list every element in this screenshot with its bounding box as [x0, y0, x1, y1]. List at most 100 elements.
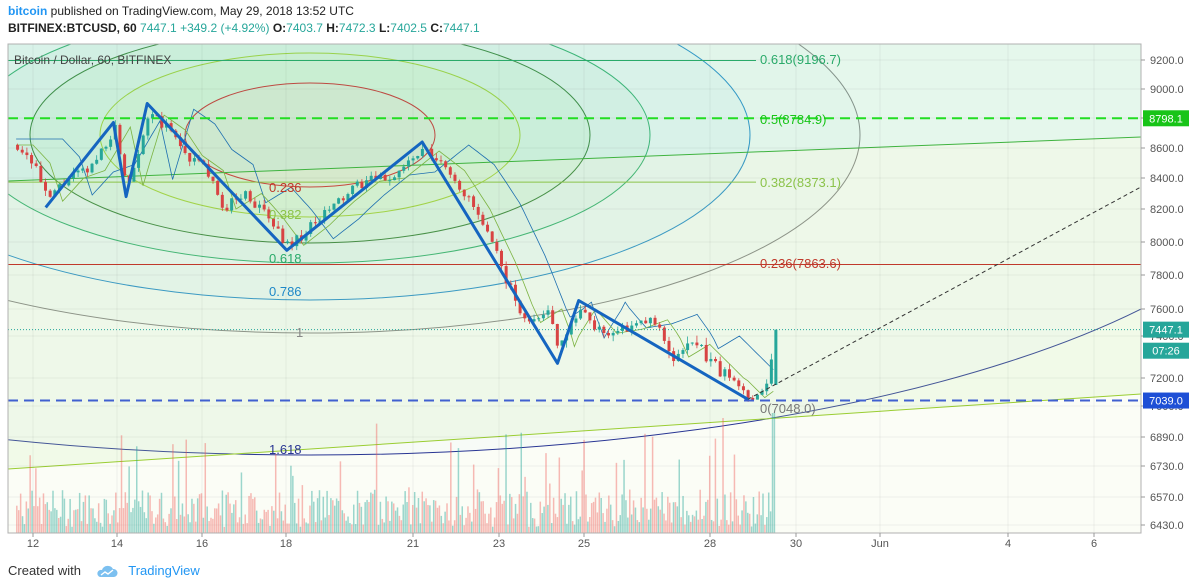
volume-bar	[297, 498, 300, 533]
volume-bar	[642, 507, 644, 533]
volume-bar	[343, 513, 345, 533]
volume-bar	[646, 508, 648, 533]
volume-bar	[389, 520, 391, 533]
volume-bar	[644, 433, 646, 533]
volume-bar	[412, 504, 414, 533]
volume-bar	[566, 523, 568, 533]
volume-bar	[493, 517, 496, 533]
candle	[462, 189, 466, 197]
volume-bar	[727, 524, 730, 533]
volume-bar	[745, 501, 747, 533]
volume-bar	[80, 521, 83, 533]
volume-bar	[476, 489, 479, 533]
candle	[434, 158, 438, 161]
candle	[681, 350, 685, 354]
fib-level-label: 0.618(9196.7)	[760, 52, 841, 67]
volume-bar	[151, 511, 153, 533]
price-tag-label: 7039.0	[1149, 396, 1183, 408]
volume-bar	[282, 520, 285, 533]
volume-bar	[539, 501, 542, 533]
candle	[178, 137, 182, 147]
volume-bar	[425, 498, 427, 533]
volume-bar	[573, 524, 576, 533]
volume-bar	[712, 521, 715, 533]
y-tick-label: 7800.0	[1150, 270, 1184, 282]
volume-bar	[640, 497, 642, 533]
volume-bar	[606, 508, 608, 533]
candle	[99, 148, 103, 160]
tradingview-cloud-icon	[96, 565, 118, 577]
candle	[244, 191, 248, 199]
author-link[interactable]: bitcoin	[8, 4, 48, 18]
volume-bar	[587, 521, 589, 533]
volume-bar	[552, 497, 555, 533]
candle	[327, 209, 331, 211]
volume-bar	[385, 496, 387, 533]
candle	[95, 159, 99, 164]
volume-bar	[288, 523, 290, 533]
candle	[760, 391, 764, 395]
volume-bar	[364, 502, 366, 533]
volume-bar	[132, 507, 134, 533]
candle	[732, 377, 736, 381]
candle	[132, 167, 136, 182]
candle	[420, 149, 424, 156]
volume-bar	[16, 505, 18, 533]
candle	[727, 369, 731, 378]
tradingview-link[interactable]: TradingView	[128, 563, 200, 578]
price-tag	[1143, 110, 1189, 127]
created-with-text: Created with	[8, 563, 81, 578]
candle	[430, 148, 434, 159]
candle	[737, 380, 741, 387]
fib-fan-band	[8, 44, 1141, 181]
volume-bar	[313, 501, 315, 533]
candle	[67, 178, 71, 186]
volume-bar	[550, 523, 553, 533]
volume-bar	[174, 496, 176, 533]
candle	[644, 320, 648, 324]
candle	[220, 194, 224, 208]
volume-bar	[682, 495, 684, 533]
candle	[90, 163, 94, 173]
volume-bar	[469, 512, 471, 533]
volume-bar	[421, 491, 424, 533]
volume-bar	[495, 502, 498, 533]
candle	[39, 165, 43, 182]
volume-bar	[396, 507, 399, 533]
y-tick-label: 8400.0	[1150, 173, 1184, 185]
candle	[476, 206, 480, 215]
volume-bar	[590, 503, 593, 533]
volume-bar	[535, 526, 538, 533]
fib-circle	[29, 44, 591, 244]
fib-level-label: 0(7048.0)	[760, 401, 816, 416]
volume-bar	[71, 526, 73, 533]
volume-bar	[764, 524, 766, 533]
candle	[546, 310, 550, 315]
volume-bar	[223, 526, 226, 533]
footer: Created with TradingView	[8, 563, 200, 579]
fib-circle-label: 0.618	[269, 251, 302, 266]
volume-bar	[503, 500, 505, 533]
candle	[718, 361, 722, 377]
volume-bar	[558, 457, 561, 533]
volume-bar	[617, 520, 620, 533]
volume-bar	[219, 515, 222, 533]
volume-bar	[545, 453, 547, 533]
candle	[57, 184, 61, 191]
volume-bar	[316, 498, 319, 533]
volume-bar	[366, 499, 368, 533]
low-label: L:	[378, 21, 391, 35]
x-tick-label: 16	[196, 538, 208, 550]
candle	[495, 241, 499, 251]
volume-bar	[729, 492, 732, 533]
volume-bar	[257, 522, 260, 533]
volume-bar	[92, 508, 94, 533]
volume-bar	[40, 523, 43, 533]
volume-bar	[526, 491, 528, 533]
volume-bar	[314, 522, 317, 533]
candle	[704, 344, 708, 362]
candle	[774, 329, 778, 385]
volume-bar	[516, 513, 519, 533]
volume-bar	[474, 508, 477, 533]
